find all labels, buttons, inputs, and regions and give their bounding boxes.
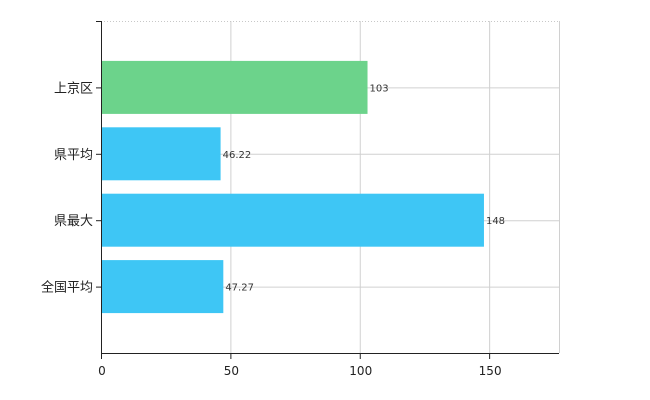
x-tick-label: 0 <box>98 364 106 378</box>
bar-全国平均 <box>102 260 224 314</box>
category-label: 県平均 <box>54 148 93 163</box>
bar-県平均 <box>102 127 221 181</box>
bar-県最大 <box>102 193 484 247</box>
data-label: 47.27 <box>225 283 254 294</box>
data-label: 46.22 <box>223 150 252 161</box>
bar-layer <box>102 60 484 314</box>
x-tick-label: 150 <box>479 364 502 378</box>
category-label: 県最大 <box>54 214 93 229</box>
x-tick-label: 100 <box>349 364 372 378</box>
axis-layer <box>96 21 559 359</box>
category-label: 全国平均 <box>41 280 93 296</box>
x-tick-label: 50 <box>224 364 239 378</box>
label-layer: 103 上京区 46.22 県平均 148 県最大 47.27 全国平均 0 50 100 150 <box>41 81 505 378</box>
category-label: 上京区 <box>54 81 93 96</box>
data-label: 103 <box>370 83 389 94</box>
data-label: 148 <box>486 216 505 227</box>
bar-上京区 <box>102 60 368 114</box>
